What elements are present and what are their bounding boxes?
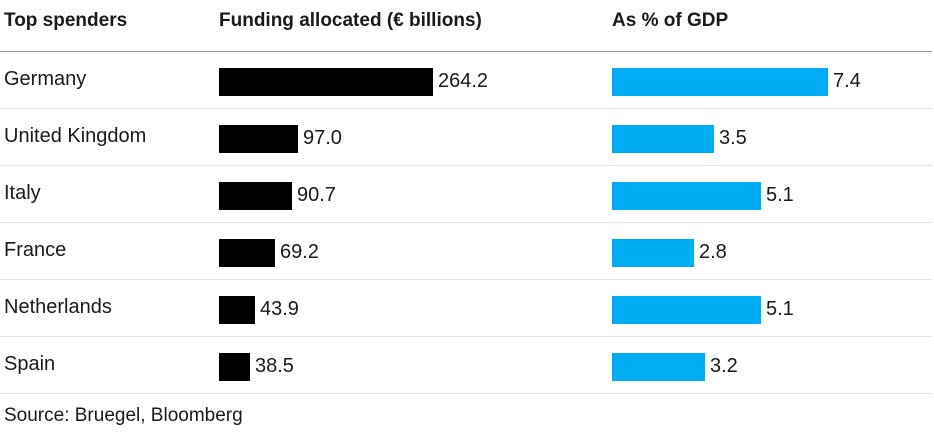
country-label: Spain: [4, 353, 56, 375]
country-label: France: [4, 239, 67, 261]
funding-value-label: 90.7: [297, 184, 336, 206]
gdp-share-value-label: 5.1: [766, 184, 794, 206]
row-divider: [0, 108, 932, 109]
gdp-share-bar: [612, 296, 761, 324]
row-divider: [0, 222, 932, 223]
row-divider: [0, 336, 932, 337]
row-divider: [0, 279, 932, 280]
funding-value-label: 264.2: [438, 70, 489, 92]
country-label: Italy: [4, 182, 41, 204]
gdp-share-value-label: 5.1: [766, 298, 794, 320]
row-spain: Spain 38.5 3.2: [0, 337, 932, 394]
row-france: France 69.2 2.8: [0, 223, 932, 280]
row-divider: [0, 393, 932, 394]
gdp-share-value-label: 7.4: [833, 70, 861, 92]
header-funding-allocated: Funding allocated (€ billions): [219, 10, 482, 31]
row-divider: [0, 165, 932, 166]
source-note: Source: Bruegel, Bloomberg: [4, 405, 243, 426]
funding-bar: [219, 68, 433, 96]
gdp-share-bar: [612, 239, 694, 267]
row-italy: Italy 90.7 5.1: [0, 166, 932, 223]
country-label: Netherlands: [4, 296, 112, 318]
funding-value-label: 38.5: [255, 355, 294, 377]
country-label: United Kingdom: [4, 125, 147, 147]
header-percent-of-gdp: As % of GDP: [612, 10, 729, 31]
gdp-share-bar: [612, 353, 705, 381]
funding-bar: [219, 125, 298, 153]
gdp-share-value-label: 3.5: [719, 127, 747, 149]
gdp-share-value-label: 2.8: [699, 241, 727, 263]
funding-value-label: 69.2: [280, 241, 319, 263]
gdp-share-bar: [612, 125, 714, 153]
gdp-share-bar: [612, 68, 828, 96]
row-germany: Germany 264.2 7.4: [0, 52, 932, 109]
row-netherlands: Netherlands 43.9 5.1: [0, 280, 932, 337]
funding-value-label: 97.0: [303, 127, 342, 149]
funding-value-label: 43.9: [260, 298, 299, 320]
row-united-kingdom: United Kingdom 97.0 3.5: [0, 109, 932, 166]
header-divider: [0, 51, 932, 52]
gdp-share-value-label: 3.2: [710, 355, 738, 377]
country-label: Germany: [4, 68, 87, 90]
header-top-spenders: Top spenders: [4, 10, 128, 31]
funding-bar: [219, 182, 292, 210]
funding-bar: [219, 296, 255, 324]
funding-bar: [219, 353, 250, 381]
gdp-share-bar: [612, 182, 761, 210]
funding-bar: [219, 239, 275, 267]
